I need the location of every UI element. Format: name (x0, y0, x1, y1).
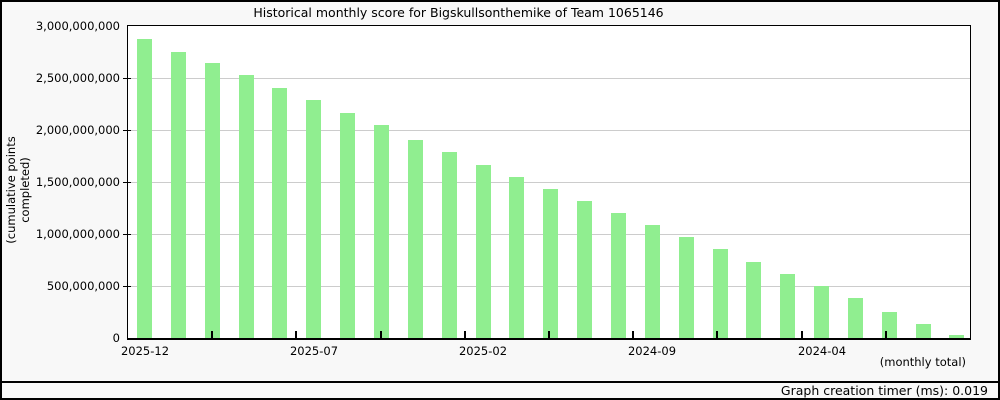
x-axis-tick (885, 331, 887, 338)
bar (374, 125, 389, 338)
x-axis-tick (716, 331, 718, 338)
y-tick-label: 3,000,000,000 (35, 19, 120, 33)
bar (746, 262, 762, 338)
bar (407, 140, 423, 338)
bar (814, 286, 829, 338)
y-axis-tick (123, 182, 131, 183)
bar (238, 75, 254, 338)
x-tick-label: 2025-02 (458, 344, 508, 358)
graph-creation-timer-text: Graph creation timer (ms): 0.019 (780, 383, 988, 398)
y-tick-label: 2,500,000,000 (35, 71, 120, 85)
bar (712, 249, 728, 338)
x-tick-label: 2025-12 (120, 344, 170, 358)
y-axis-tick (123, 78, 131, 79)
bar (441, 152, 457, 338)
y-tick-label: 1,500,000,000 (35, 175, 120, 189)
x-axis-note: (monthly total) (879, 355, 966, 369)
bar (610, 212, 626, 338)
x-axis-tick (211, 331, 213, 338)
bar (577, 200, 593, 338)
y-axis-tick (123, 130, 131, 131)
bar (543, 189, 559, 338)
bar (475, 164, 491, 338)
gridline (128, 182, 970, 183)
bar (847, 298, 863, 338)
y-tick-label: 500,000,000 (46, 279, 120, 293)
x-tick-label: 2025-07 (289, 344, 339, 358)
chart-title: Historical monthly score for Bigskullson… (253, 5, 664, 20)
x-tick-label: 2024-04 (797, 344, 847, 358)
x-axis-tick (380, 331, 382, 338)
y-axis-tick (123, 234, 131, 235)
bar (170, 51, 186, 338)
y-axis-tick (123, 286, 131, 287)
x-axis-tick (295, 331, 297, 338)
bar (678, 236, 694, 338)
bar (340, 112, 356, 338)
x-axis-tick (801, 331, 803, 338)
bar (204, 63, 220, 338)
bar (137, 38, 152, 338)
x-tick-label: 2024-09 (627, 344, 677, 358)
y-tick-label: 0 (112, 331, 120, 345)
bar (644, 224, 660, 338)
bar (509, 177, 525, 338)
bar (915, 324, 931, 338)
y-tick-label: 2,000,000,000 (35, 123, 120, 137)
x-axis-tick (548, 331, 550, 338)
bar (881, 312, 897, 338)
x-axis-tick (464, 331, 466, 338)
bar (272, 88, 288, 338)
bar (780, 273, 796, 338)
y-tick-label: 1,000,000,000 (35, 227, 120, 241)
bar (306, 100, 322, 338)
x-axis-tick (632, 331, 634, 338)
gridline (128, 78, 970, 79)
gridline (128, 130, 970, 131)
bar (949, 335, 965, 338)
plot-area (127, 25, 971, 340)
footer-separator-line (2, 381, 998, 383)
